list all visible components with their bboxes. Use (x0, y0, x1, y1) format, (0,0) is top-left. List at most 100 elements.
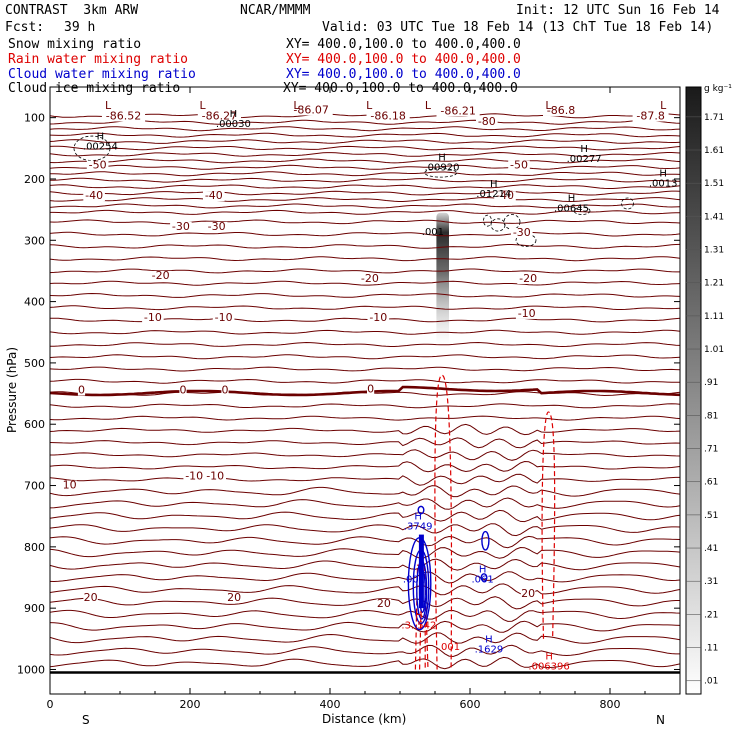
cloud-water-value: .3749 (404, 522, 433, 533)
rain-contour (419, 607, 426, 670)
cloud-water-contour (412, 549, 430, 625)
ice-max-symbol: H (580, 144, 588, 155)
y-tick-label: 600 (24, 418, 45, 431)
isotherm-label-bg (511, 227, 533, 238)
isotherm-line (50, 509, 680, 523)
ice-max-value: .00030 (216, 119, 251, 130)
isotherm-label: -10 (144, 311, 162, 324)
init-time: Init: 12 UTC Sun 16 Feb 14 (516, 3, 720, 18)
isotherm-line (50, 126, 680, 132)
isotherm-line (50, 113, 680, 119)
colorbar-tick-label: 1.01 (704, 345, 724, 355)
isotherm-label-bg (83, 592, 98, 603)
cloud-water-core (418, 534, 424, 609)
isotherm-label: -50 (89, 159, 107, 172)
isotherm-label: 0 (367, 382, 374, 395)
isotherm-label-bg (203, 191, 225, 202)
y-tick-label: 100 (24, 112, 45, 125)
colorbar-tick-label: .31 (704, 577, 718, 587)
colorbar-tick-label: 1.71 (704, 113, 724, 123)
rain-value: .006396 (528, 661, 569, 672)
field-snow-xy: XY= 400.0,100.0 to 400.0,400.0 (286, 37, 521, 52)
isotherm-line (50, 184, 680, 189)
isotherm-line (50, 280, 680, 286)
colorbar-tick-label: 1.11 (704, 312, 724, 322)
isotherm-line (50, 485, 680, 498)
isotherm-label-bg (476, 117, 498, 128)
cloud-water-contour (407, 536, 432, 631)
snow-shading (436, 212, 449, 345)
colorbar-tick-label: .71 (704, 445, 718, 455)
isotherm-label-bg (359, 273, 381, 284)
isotherm-label: -87.8 (636, 109, 664, 122)
field-cloud-ice-xy: XY= 400.0,100.0 to 400.0,400.0 (283, 81, 518, 96)
isotherm-label-bg (515, 308, 538, 319)
cloud-ice-contour (483, 214, 492, 227)
ice-max-value: .001 (422, 227, 444, 238)
isotherm-line (50, 329, 680, 335)
rain-contour (541, 411, 556, 639)
isotherm-label-bg (376, 598, 392, 609)
isotherm-line (50, 558, 680, 571)
isotherm-line (50, 171, 680, 177)
isotherm-line (50, 415, 680, 421)
isotherm-line (50, 378, 680, 384)
ice-max-symbol: H (230, 109, 238, 120)
isotherm-line (50, 139, 680, 144)
colorbar-tick-label: .81 (704, 411, 718, 421)
ice-max-symbol: H (438, 152, 446, 163)
isotherm-label: 0 (180, 384, 187, 397)
isotherm-line (50, 317, 680, 323)
isotherm-line (50, 644, 680, 658)
isotherm-line (50, 145, 680, 151)
isotherm-line (50, 209, 680, 215)
model-title: CONTRAST 3km ARW (5, 3, 139, 18)
isotherm-line (50, 164, 680, 170)
colorbar-tick-label: 1.41 (704, 212, 724, 222)
isotherm-label-bg (436, 106, 480, 117)
isotherm-label-bg (183, 471, 205, 482)
isotherm-label: -10 (518, 307, 536, 320)
cloud-ice-contour (490, 218, 506, 232)
isotherm-label: -80 (478, 115, 496, 128)
plot-frame (49, 86, 681, 695)
colorbar-tick-label: .21 (704, 610, 718, 620)
isotherm-label: -10 (206, 469, 224, 482)
isotherm-label: -40 (496, 189, 514, 202)
isotherm-label: 20 (377, 597, 391, 610)
isotherm-line (50, 196, 680, 203)
isotherm-line (50, 158, 680, 164)
isotherm-label-bg (179, 385, 187, 396)
ice-max-value: .00920 (425, 162, 460, 173)
isotherm-line (50, 305, 680, 311)
isotherm-label-bg (83, 191, 105, 202)
ice-max-symbol: H (97, 132, 105, 143)
isotherm-label-bg (197, 111, 241, 122)
y-tick-label: 800 (24, 541, 45, 554)
colorbar-tick-label: .91 (704, 378, 718, 388)
low-center-symbol: L (545, 99, 552, 112)
field-rain-name: Rain water mixing ratio (8, 52, 189, 67)
isotherm-line (50, 203, 680, 209)
isotherm-line (50, 132, 680, 138)
low-center-symbol: L (660, 99, 667, 112)
isotherm-line (50, 423, 680, 436)
x-tick-label: 800 (600, 698, 621, 711)
isotherm-line (50, 292, 680, 298)
colorbar-tick-label: 1.31 (704, 246, 724, 256)
isotherm-label-bg (149, 270, 172, 281)
freezing-level-line (50, 385, 680, 397)
isotherm-line (50, 219, 680, 225)
isotherm-label-bg (543, 105, 579, 116)
isotherm-line (50, 354, 680, 360)
isotherm-label-bg (517, 273, 539, 284)
isotherm-label: -10 (215, 311, 233, 324)
isotherm-label: -20 (152, 269, 170, 282)
isotherm-line (50, 596, 680, 610)
cloud-ice-contour (515, 233, 537, 247)
cloud-water-max-symbol: H (479, 564, 487, 575)
colorbar-tick-label: .51 (704, 511, 718, 521)
cloud-ice-contour (73, 135, 111, 161)
cloud-water-max-symbol: H (485, 634, 493, 645)
